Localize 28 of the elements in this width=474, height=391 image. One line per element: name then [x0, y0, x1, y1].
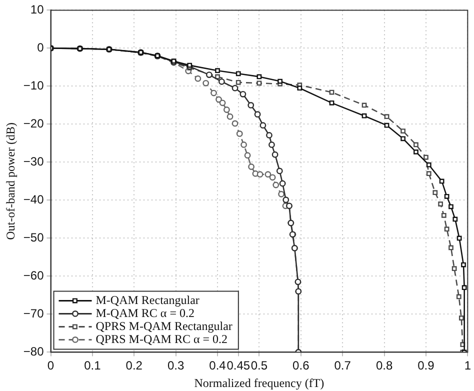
- y-tick-label: 0: [37, 40, 44, 55]
- x-tick-label: 0.9: [418, 358, 435, 373]
- y-tick-label: −10: [23, 78, 44, 93]
- y-tick-label: −60: [23, 268, 44, 283]
- x-tick-label: 0.45: [226, 358, 250, 373]
- x-tick-label: 0.4: [209, 358, 226, 373]
- x-tick-label: 0.1: [84, 358, 102, 373]
- y-axis-title: Out-of-band power (dB): [3, 122, 18, 240]
- y-tick-label: 10: [30, 2, 44, 17]
- x-tick-label: 1: [464, 358, 472, 373]
- legend-label: M-QAM RC α = 0.2: [96, 306, 194, 320]
- legend-label: M-QAM Rectangular: [96, 292, 200, 307]
- legend-label: QPRS M-QAM RC α = 0.2: [96, 332, 228, 346]
- x-tick-label: 0.2: [126, 358, 143, 373]
- legend-label: QPRS M-QAM Rectangular: [96, 318, 232, 333]
- y-tick-label: −20: [23, 116, 44, 131]
- y-tick-label: −80: [23, 344, 44, 359]
- y-tick-label: −50: [23, 230, 44, 245]
- x-tick-label: 0.6: [292, 358, 310, 373]
- y-tick-label: −30: [23, 154, 44, 169]
- x-tick-label: 0.3: [167, 358, 184, 373]
- x-tick-label: 0.8: [376, 358, 393, 373]
- y-tick-label: −70: [23, 306, 44, 321]
- x-tick-label: 0: [47, 358, 54, 373]
- y-tick-label: −40: [23, 192, 44, 207]
- x-tick-label: 0.5: [250, 358, 268, 373]
- x-axis-title: Normalized frequency (fT): [194, 376, 324, 390]
- x-tick-label: 0.7: [334, 358, 352, 373]
